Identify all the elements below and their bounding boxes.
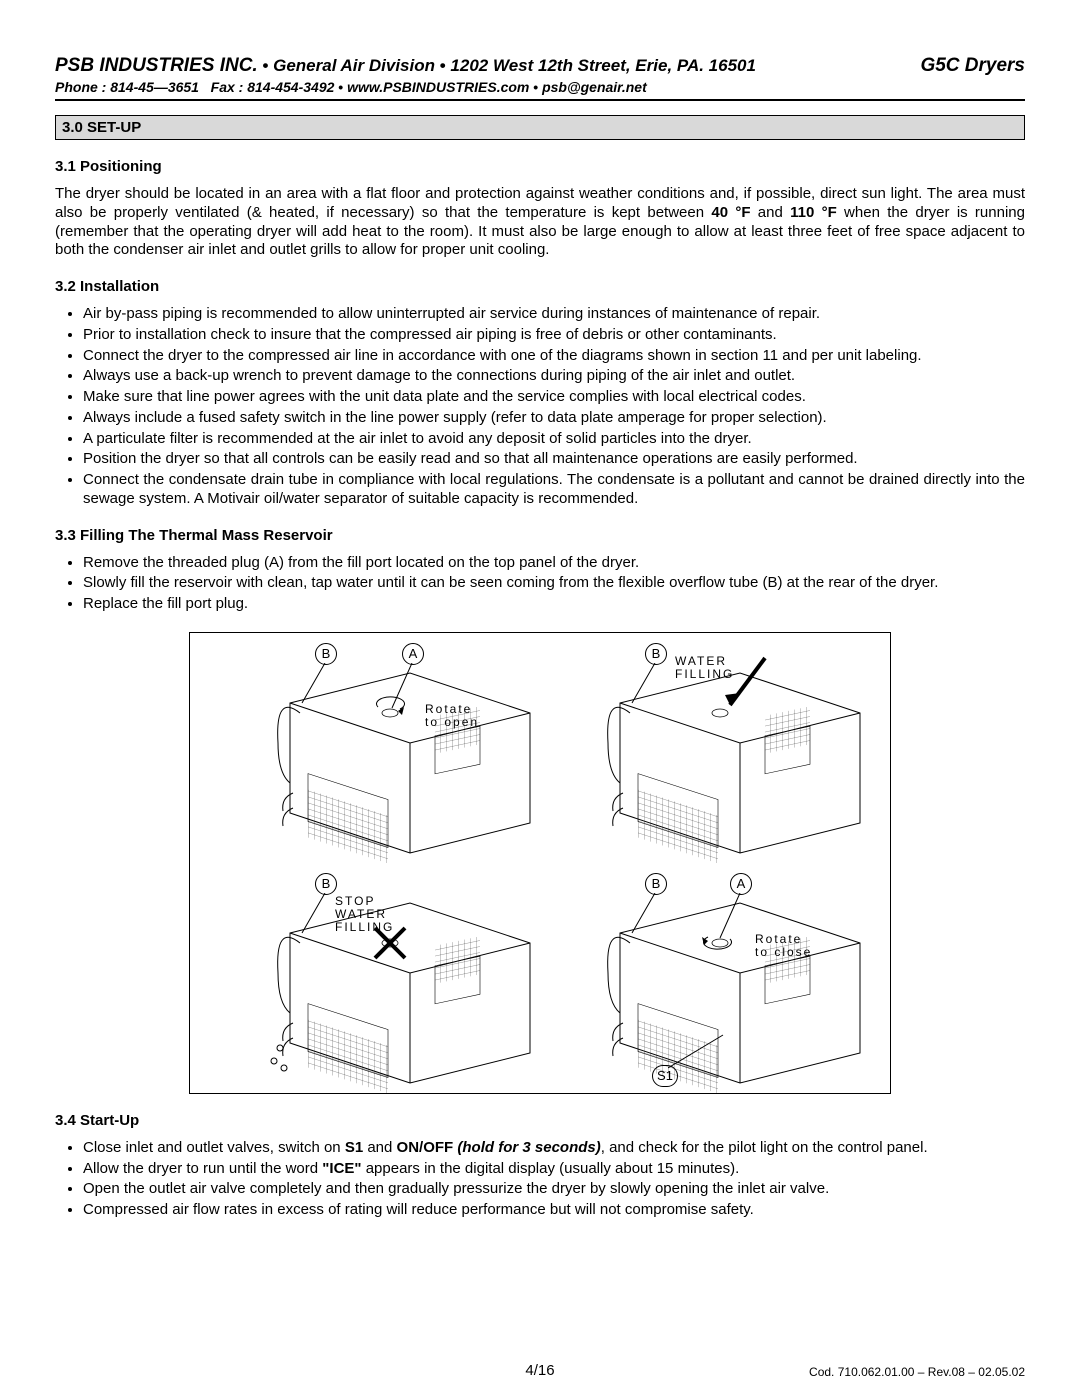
list-item: Prior to installation check to insure th…	[83, 326, 1025, 345]
list-item: Always include a fused safety switch in …	[83, 409, 1025, 428]
list-item: Slowly fill the reservoir with clean, ta…	[83, 574, 1025, 593]
label-rotate-close: Rotate to close	[755, 933, 812, 959]
list-item: Close inlet and outlet valves, switch on…	[83, 1139, 1025, 1158]
list-item: Compressed air flow rates in excess of r…	[83, 1201, 1025, 1220]
figure-reservoir: B A Rotate to open B WATER FILLING	[189, 632, 891, 1094]
label-rotate-open: Rotate to open	[425, 703, 479, 729]
list-item: Open the outlet air valve completely and…	[83, 1180, 1025, 1199]
heading-3-2: 3.2 Installation	[55, 278, 1025, 295]
list-item: Position the dryer so that all controls …	[83, 450, 1025, 469]
header-rule	[55, 99, 1025, 101]
phone: Phone : 814-45—3651	[55, 79, 199, 95]
list-item: Remove the threaded plug (A) from the fi…	[83, 554, 1025, 573]
list-item: Connect the dryer to the compressed air …	[83, 347, 1025, 366]
heading-3-3: 3.3 Filling The Thermal Mass Reservoir	[55, 527, 1025, 544]
page: PSB INDUSTRIES INC. • General Air Divisi…	[0, 0, 1080, 1397]
heading-3-4: 3.4 Start-Up	[55, 1112, 1025, 1129]
list-item: Air by-pass piping is recommended to all…	[83, 305, 1025, 324]
product-name: G5C Dryers	[920, 55, 1025, 77]
list-3-3: Remove the threaded plug (A) from the fi…	[55, 554, 1025, 614]
address: 1202 West 12th Street, Erie, PA. 16501	[450, 56, 756, 75]
list-item: Make sure that line power agrees with th…	[83, 388, 1025, 407]
callout-B: B	[315, 873, 337, 895]
header-line1: PSB INDUSTRIES INC. • General Air Divisi…	[55, 55, 1025, 77]
list-item: A particulate filter is recommended at t…	[83, 430, 1025, 449]
para-3-1: The dryer should be located in an area w…	[55, 185, 1025, 260]
list-3-2: Air by-pass piping is recommended to all…	[55, 305, 1025, 509]
heading-3-1: 3.1 Positioning	[55, 158, 1025, 175]
header-line2: Phone : 814-45—3651 Fax : 814-454-3492 •…	[55, 79, 1025, 95]
doc-code: Cod. 710.062.01.00 – Rev.08 – 02.05.02	[809, 1365, 1025, 1379]
list-3-4: Close inlet and outlet valves, switch on…	[55, 1139, 1025, 1220]
callout-B: B	[645, 873, 667, 895]
division: General Air Division	[273, 56, 435, 75]
fax: Fax : 814-454-3492	[211, 79, 335, 95]
web: www.PSBINDUSTRIES.com	[347, 79, 529, 95]
callout-B: B	[315, 643, 337, 665]
list-item: Connect the condensate drain tube in com…	[83, 471, 1025, 509]
callout-A: A	[402, 643, 424, 665]
callout-B: B	[645, 643, 667, 665]
section-bar: 3.0 SET-UP	[55, 115, 1025, 140]
list-item: Allow the dryer to run until the word "I…	[83, 1160, 1025, 1179]
footer: 4/16 Cod. 710.062.01.00 – Rev.08 – 02.05…	[55, 1362, 1025, 1379]
list-item: Always use a back-up wrench to prevent d…	[83, 367, 1025, 386]
list-item: Replace the fill port plug.	[83, 595, 1025, 614]
label-water-filling: WATER FILLING	[675, 655, 734, 681]
callout-A: A	[730, 873, 752, 895]
company-name: PSB INDUSTRIES INC.	[55, 55, 258, 76]
email: psb@genair.net	[542, 79, 647, 95]
